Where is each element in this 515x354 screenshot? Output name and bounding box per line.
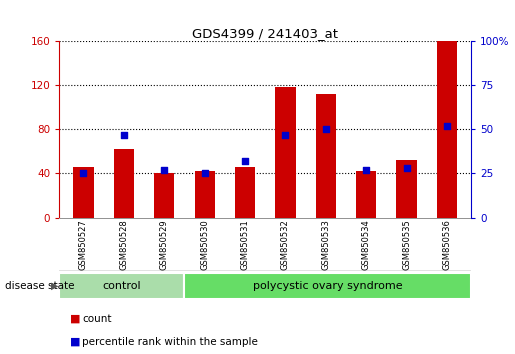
Bar bbox=[114, 149, 134, 218]
Point bbox=[119, 132, 128, 137]
Text: percentile rank within the sample: percentile rank within the sample bbox=[82, 337, 259, 347]
Point bbox=[362, 167, 370, 173]
Text: polycystic ovary syndrome: polycystic ovary syndrome bbox=[253, 281, 403, 291]
Text: GSM850532: GSM850532 bbox=[281, 219, 290, 270]
Title: GDS4399 / 241403_at: GDS4399 / 241403_at bbox=[192, 27, 338, 40]
Point bbox=[403, 165, 411, 171]
Point bbox=[443, 123, 451, 129]
Point bbox=[281, 132, 289, 137]
Text: control: control bbox=[102, 281, 141, 291]
Text: count: count bbox=[82, 314, 112, 324]
Bar bbox=[195, 171, 215, 218]
Bar bbox=[73, 167, 94, 218]
Point bbox=[200, 171, 209, 176]
Text: GSM850531: GSM850531 bbox=[241, 219, 250, 270]
Bar bbox=[59, 273, 184, 299]
Text: GSM850536: GSM850536 bbox=[442, 219, 452, 270]
Bar bbox=[437, 41, 457, 218]
Text: GSM850533: GSM850533 bbox=[321, 219, 330, 270]
Text: ■: ■ bbox=[70, 314, 80, 324]
Text: disease state: disease state bbox=[5, 281, 75, 291]
Text: GSM850529: GSM850529 bbox=[160, 219, 169, 270]
Bar bbox=[235, 167, 255, 218]
Point bbox=[241, 158, 249, 164]
Text: GSM850528: GSM850528 bbox=[119, 219, 128, 270]
Text: GSM850534: GSM850534 bbox=[362, 219, 371, 270]
Point bbox=[322, 126, 330, 132]
Text: GSM850527: GSM850527 bbox=[79, 219, 88, 270]
Point bbox=[79, 171, 88, 176]
Text: GSM850535: GSM850535 bbox=[402, 219, 411, 270]
Bar bbox=[356, 171, 376, 218]
Text: GSM850530: GSM850530 bbox=[200, 219, 209, 270]
Point bbox=[160, 167, 168, 173]
Bar bbox=[276, 87, 296, 218]
Bar bbox=[397, 160, 417, 218]
Text: ▶: ▶ bbox=[51, 281, 59, 291]
Text: ■: ■ bbox=[70, 337, 80, 347]
Bar bbox=[316, 94, 336, 218]
Bar bbox=[184, 273, 471, 299]
Bar bbox=[154, 173, 175, 218]
